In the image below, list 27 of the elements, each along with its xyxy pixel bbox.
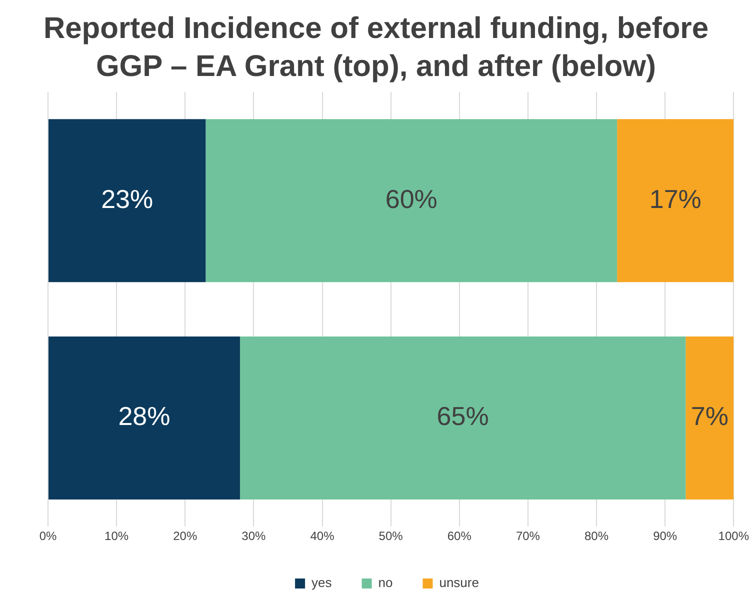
x-tick-label: 0% <box>39 529 57 544</box>
bar <box>617 119 734 282</box>
legend-label: no <box>378 575 393 590</box>
x-tick-label: 90% <box>653 529 678 544</box>
bar <box>686 336 734 500</box>
x-tick-label: 100% <box>718 529 750 544</box>
data-label: 7% <box>690 401 728 432</box>
data-label: 28% <box>118 401 170 432</box>
x-tick-label: 60% <box>447 529 472 544</box>
x-tick-label: 40% <box>310 529 335 544</box>
x-tick-label: 70% <box>516 529 540 544</box>
chart-title: Reported Incidence of external funding, before GGP – EA Grant (top), and after (below) <box>42 11 710 85</box>
data-label: 17% <box>649 184 702 214</box>
legend-label: yes <box>312 575 332 590</box>
bar <box>240 336 686 500</box>
bar <box>48 336 240 500</box>
x-tick-label: 30% <box>242 529 266 544</box>
data-label: 65% <box>436 401 489 432</box>
legend-label: unsure <box>439 575 479 590</box>
x-tick-label: 80% <box>584 529 609 544</box>
x-tick-label: 20% <box>173 529 198 544</box>
bar <box>48 119 206 282</box>
bar <box>206 119 618 282</box>
data-label: 23% <box>101 184 154 214</box>
data-label: 60% <box>385 184 438 214</box>
x-tick-label: 50% <box>378 529 404 544</box>
x-tick-label: 10% <box>104 529 129 544</box>
